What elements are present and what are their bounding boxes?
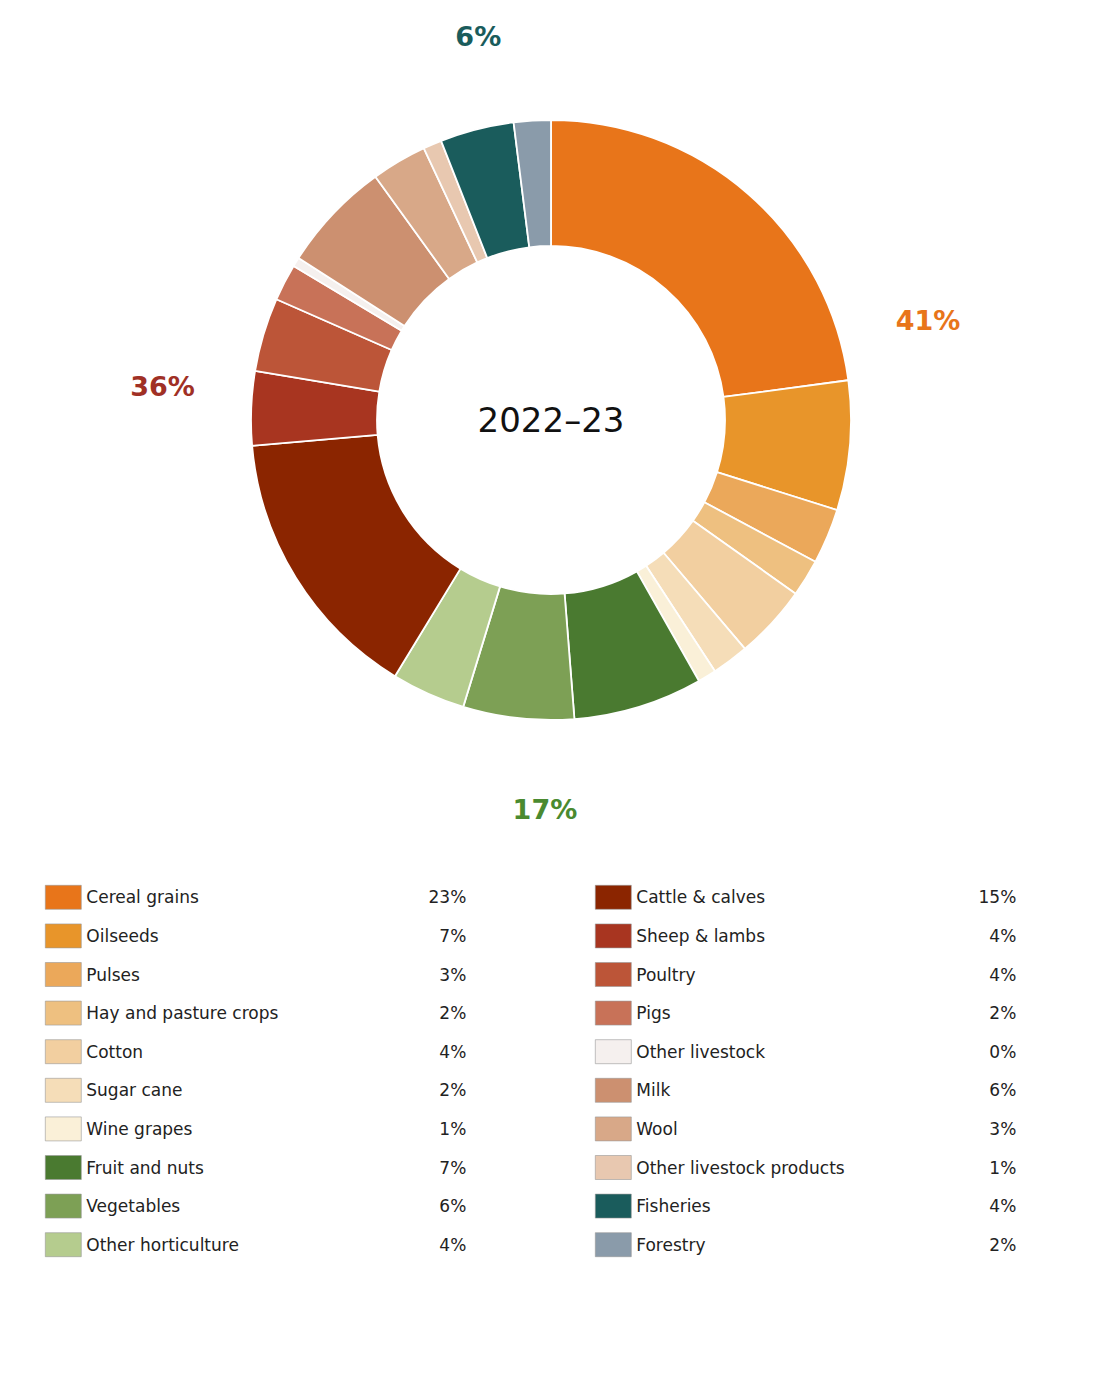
svg-text:2%: 2%	[989, 1235, 1016, 1255]
svg-text:0%: 0%	[989, 1042, 1016, 1062]
svg-text:6%: 6%	[989, 1080, 1016, 1100]
svg-text:Forestry: Forestry	[636, 1235, 705, 1255]
svg-text:Other horticulture: Other horticulture	[86, 1235, 239, 1255]
svg-text:2%: 2%	[989, 1003, 1016, 1023]
svg-text:Sheep & lambs: Sheep & lambs	[636, 926, 765, 946]
svg-text:4%: 4%	[439, 1042, 466, 1062]
svg-text:4%: 4%	[439, 1235, 466, 1255]
svg-text:2%: 2%	[439, 1003, 466, 1023]
svg-text:3%: 3%	[989, 1119, 1016, 1139]
svg-text:17%: 17%	[513, 794, 578, 825]
svg-text:Sugar cane: Sugar cane	[86, 1080, 182, 1100]
svg-text:Milk: Milk	[636, 1080, 670, 1100]
svg-text:Oilseeds: Oilseeds	[86, 926, 158, 946]
svg-text:15%: 15%	[979, 887, 1017, 907]
svg-text:4%: 4%	[989, 965, 1016, 985]
svg-text:Hay and pasture crops: Hay and pasture crops	[86, 1003, 278, 1023]
svg-text:41%: 41%	[896, 305, 961, 336]
svg-text:Other livestock: Other livestock	[636, 1042, 765, 1062]
svg-text:Vegetables: Vegetables	[86, 1196, 180, 1216]
svg-text:Pulses: Pulses	[86, 965, 140, 985]
svg-text:2%: 2%	[439, 1080, 466, 1100]
svg-text:3%: 3%	[439, 965, 466, 985]
svg-text:Poultry: Poultry	[636, 965, 695, 985]
svg-text:Fruit and nuts: Fruit and nuts	[86, 1158, 204, 1178]
svg-text:4%: 4%	[989, 926, 1016, 946]
svg-text:Pigs: Pigs	[636, 1003, 670, 1023]
svg-text:Wool: Wool	[636, 1119, 677, 1139]
svg-text:1%: 1%	[439, 1119, 466, 1139]
svg-text:7%: 7%	[439, 926, 466, 946]
svg-text:7%: 7%	[439, 1158, 466, 1178]
svg-text:6%: 6%	[455, 21, 501, 52]
svg-text:6%: 6%	[439, 1196, 466, 1216]
svg-text:Fisheries: Fisheries	[636, 1196, 711, 1216]
svg-text:23%: 23%	[429, 887, 467, 907]
svg-text:Cotton: Cotton	[86, 1042, 143, 1062]
svg-text:Other livestock products: Other livestock products	[636, 1158, 845, 1178]
svg-text:Cattle & calves: Cattle & calves	[636, 887, 765, 907]
svg-text:2022–23: 2022–23	[478, 400, 625, 440]
svg-text:Cereal grains: Cereal grains	[86, 887, 199, 907]
svg-text:1%: 1%	[989, 1158, 1016, 1178]
svg-text:Wine grapes: Wine grapes	[86, 1119, 192, 1139]
svg-text:4%: 4%	[989, 1196, 1016, 1216]
svg-text:36%: 36%	[130, 371, 195, 402]
